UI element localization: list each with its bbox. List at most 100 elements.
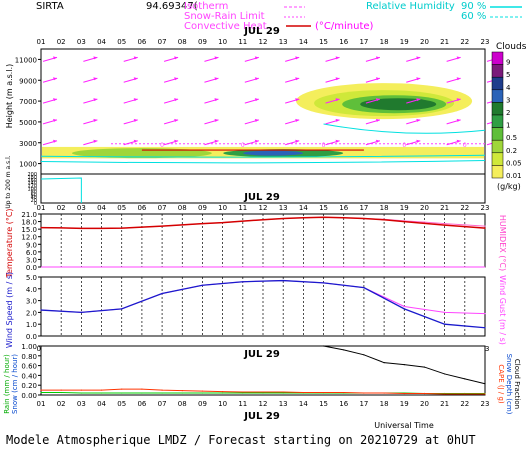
low-ytick-label: 100 <box>27 187 37 193</box>
cloudfrac-line-point <box>363 354 365 356</box>
cape-line-point <box>262 391 264 393</box>
hour-label-temp-12: 12 <box>259 204 268 212</box>
temperature-line-point <box>383 219 385 221</box>
cape-ylabel: CAPE (J / g) <box>497 364 505 404</box>
rain-line-point <box>242 392 244 394</box>
low-ytick-label: 120 <box>27 184 37 190</box>
header-legend-marks <box>284 6 522 27</box>
hour-label-top-15: 15 <box>319 38 328 46</box>
cape-line-point <box>222 390 224 393</box>
temperature-line-point <box>80 227 82 229</box>
hour-label-top-19: 19 <box>400 38 409 46</box>
wind-arrowhead <box>295 139 300 143</box>
wind-arrowhead <box>174 98 179 102</box>
hour-label-bottom-12: 12 <box>259 400 268 408</box>
humidex-line-point <box>464 224 466 226</box>
humidex-line-point <box>484 225 486 227</box>
hour-label-top-16: 16 <box>339 38 348 46</box>
hour-label-temp-13: 13 <box>279 204 288 212</box>
wind-ylabel: Wind Speed (m / s) <box>5 272 14 348</box>
hour-label-temp-14: 14 <box>299 204 308 212</box>
cape-line-point <box>363 392 365 394</box>
wind-arrowhead <box>214 77 219 81</box>
wind-ytick-label: 3.0 <box>26 298 37 306</box>
rain-line-point <box>80 392 82 394</box>
snowdepth-ylabel: Snow Depth (cm) <box>505 354 513 415</box>
wind-arrowhead <box>295 56 300 60</box>
clouds-legend-unit: (g/kg) <box>497 182 521 191</box>
wind-arrowhead <box>416 98 421 102</box>
temperature-line-point <box>343 217 345 219</box>
temperature-line-point <box>262 219 264 221</box>
wind-arrowhead <box>456 118 461 122</box>
temp-ytick-label: 6.0 <box>26 249 37 257</box>
wind-arrowhead <box>295 98 300 102</box>
cape-line-point <box>484 393 486 395</box>
precip-ytick-label: 0.20 <box>21 382 37 390</box>
rh-line-3 <box>323 123 486 134</box>
convective-unit: (°C/minute) <box>315 21 374 32</box>
hour-label-temp-07: 07 <box>158 204 167 212</box>
wind-line-point <box>161 292 163 295</box>
hour-label-temp-04: 04 <box>97 204 106 212</box>
wind-arrowhead <box>93 56 98 60</box>
clouds-legend-label: 1 <box>506 122 510 130</box>
cape-line-point <box>60 389 62 391</box>
clouds-legend-swatch <box>491 114 504 128</box>
height-ytick-label: 5000 <box>19 119 37 127</box>
hour-label-bottom-22: 22 <box>460 400 469 408</box>
hour-label-temp-09: 09 <box>198 204 207 212</box>
low-ytick-label: 60 <box>31 192 37 198</box>
rain-line-point <box>100 392 103 394</box>
hour-label-bottom-03: 03 <box>77 400 86 408</box>
height-ytick-label: 1000 <box>19 161 37 169</box>
cape-line-point <box>322 391 325 394</box>
cloud-upper-core <box>360 98 437 111</box>
wind-arrowhead <box>456 139 461 143</box>
precip-ytick-label: 0.80 <box>21 353 37 361</box>
hour-label-temp-15: 15 <box>319 204 328 212</box>
temp-ytick-label: 21.0 <box>21 211 37 219</box>
low-ytick-label: 140 <box>27 181 37 187</box>
gust-line-point <box>444 311 446 313</box>
wind-arrowhead <box>335 118 340 122</box>
date-label-precip: JUL 29 <box>243 349 280 360</box>
wind-arrowhead <box>93 98 98 102</box>
temperature-line-point <box>464 226 466 228</box>
isotherm-label: 0 <box>322 142 326 149</box>
temperature-line-point <box>161 225 163 227</box>
wind-line-point <box>282 279 284 282</box>
rh-line-2 <box>40 154 486 158</box>
low-rh-line <box>40 177 82 203</box>
wind-arrowhead <box>53 56 57 60</box>
wind-line-point <box>201 284 204 286</box>
hour-label-temp-20: 20 <box>420 204 429 212</box>
wind-arrowhead <box>416 139 421 143</box>
clouds-legend-title: Clouds <box>496 42 527 52</box>
precip-ytick-label: 0.60 <box>21 363 37 371</box>
rain-line-point <box>262 392 264 394</box>
wind-line-point <box>80 311 82 313</box>
hour-label-top-11: 11 <box>238 38 247 46</box>
temperature-line-point <box>423 222 426 224</box>
hour-label-top-02: 02 <box>57 38 66 46</box>
wind-ytick-label: 2.0 <box>26 309 37 317</box>
xaxis-label: Universal Time <box>374 421 434 430</box>
date-label-temp: JUL 29 <box>243 192 280 203</box>
isotherm-label: 0 <box>402 142 406 149</box>
temperature-line-point <box>100 227 103 229</box>
humidex-line-point <box>444 222 446 225</box>
low-ytick-label: 0 <box>34 201 37 207</box>
temp-ytick-label: 9.0 <box>26 241 37 249</box>
temp-ytick-label: 12.0 <box>21 234 37 242</box>
wind-line-point <box>484 327 486 329</box>
hour-label-top-20: 20 <box>420 38 429 46</box>
cloud-low-l2a <box>71 148 212 159</box>
wind-arrowhead <box>335 77 340 81</box>
hour-label-top-01: 01 <box>37 38 46 46</box>
wind-ytick-label: 1.0 <box>26 321 37 329</box>
rh-legend: Relative Humidity <box>366 1 455 12</box>
gust-line-point <box>403 305 405 308</box>
